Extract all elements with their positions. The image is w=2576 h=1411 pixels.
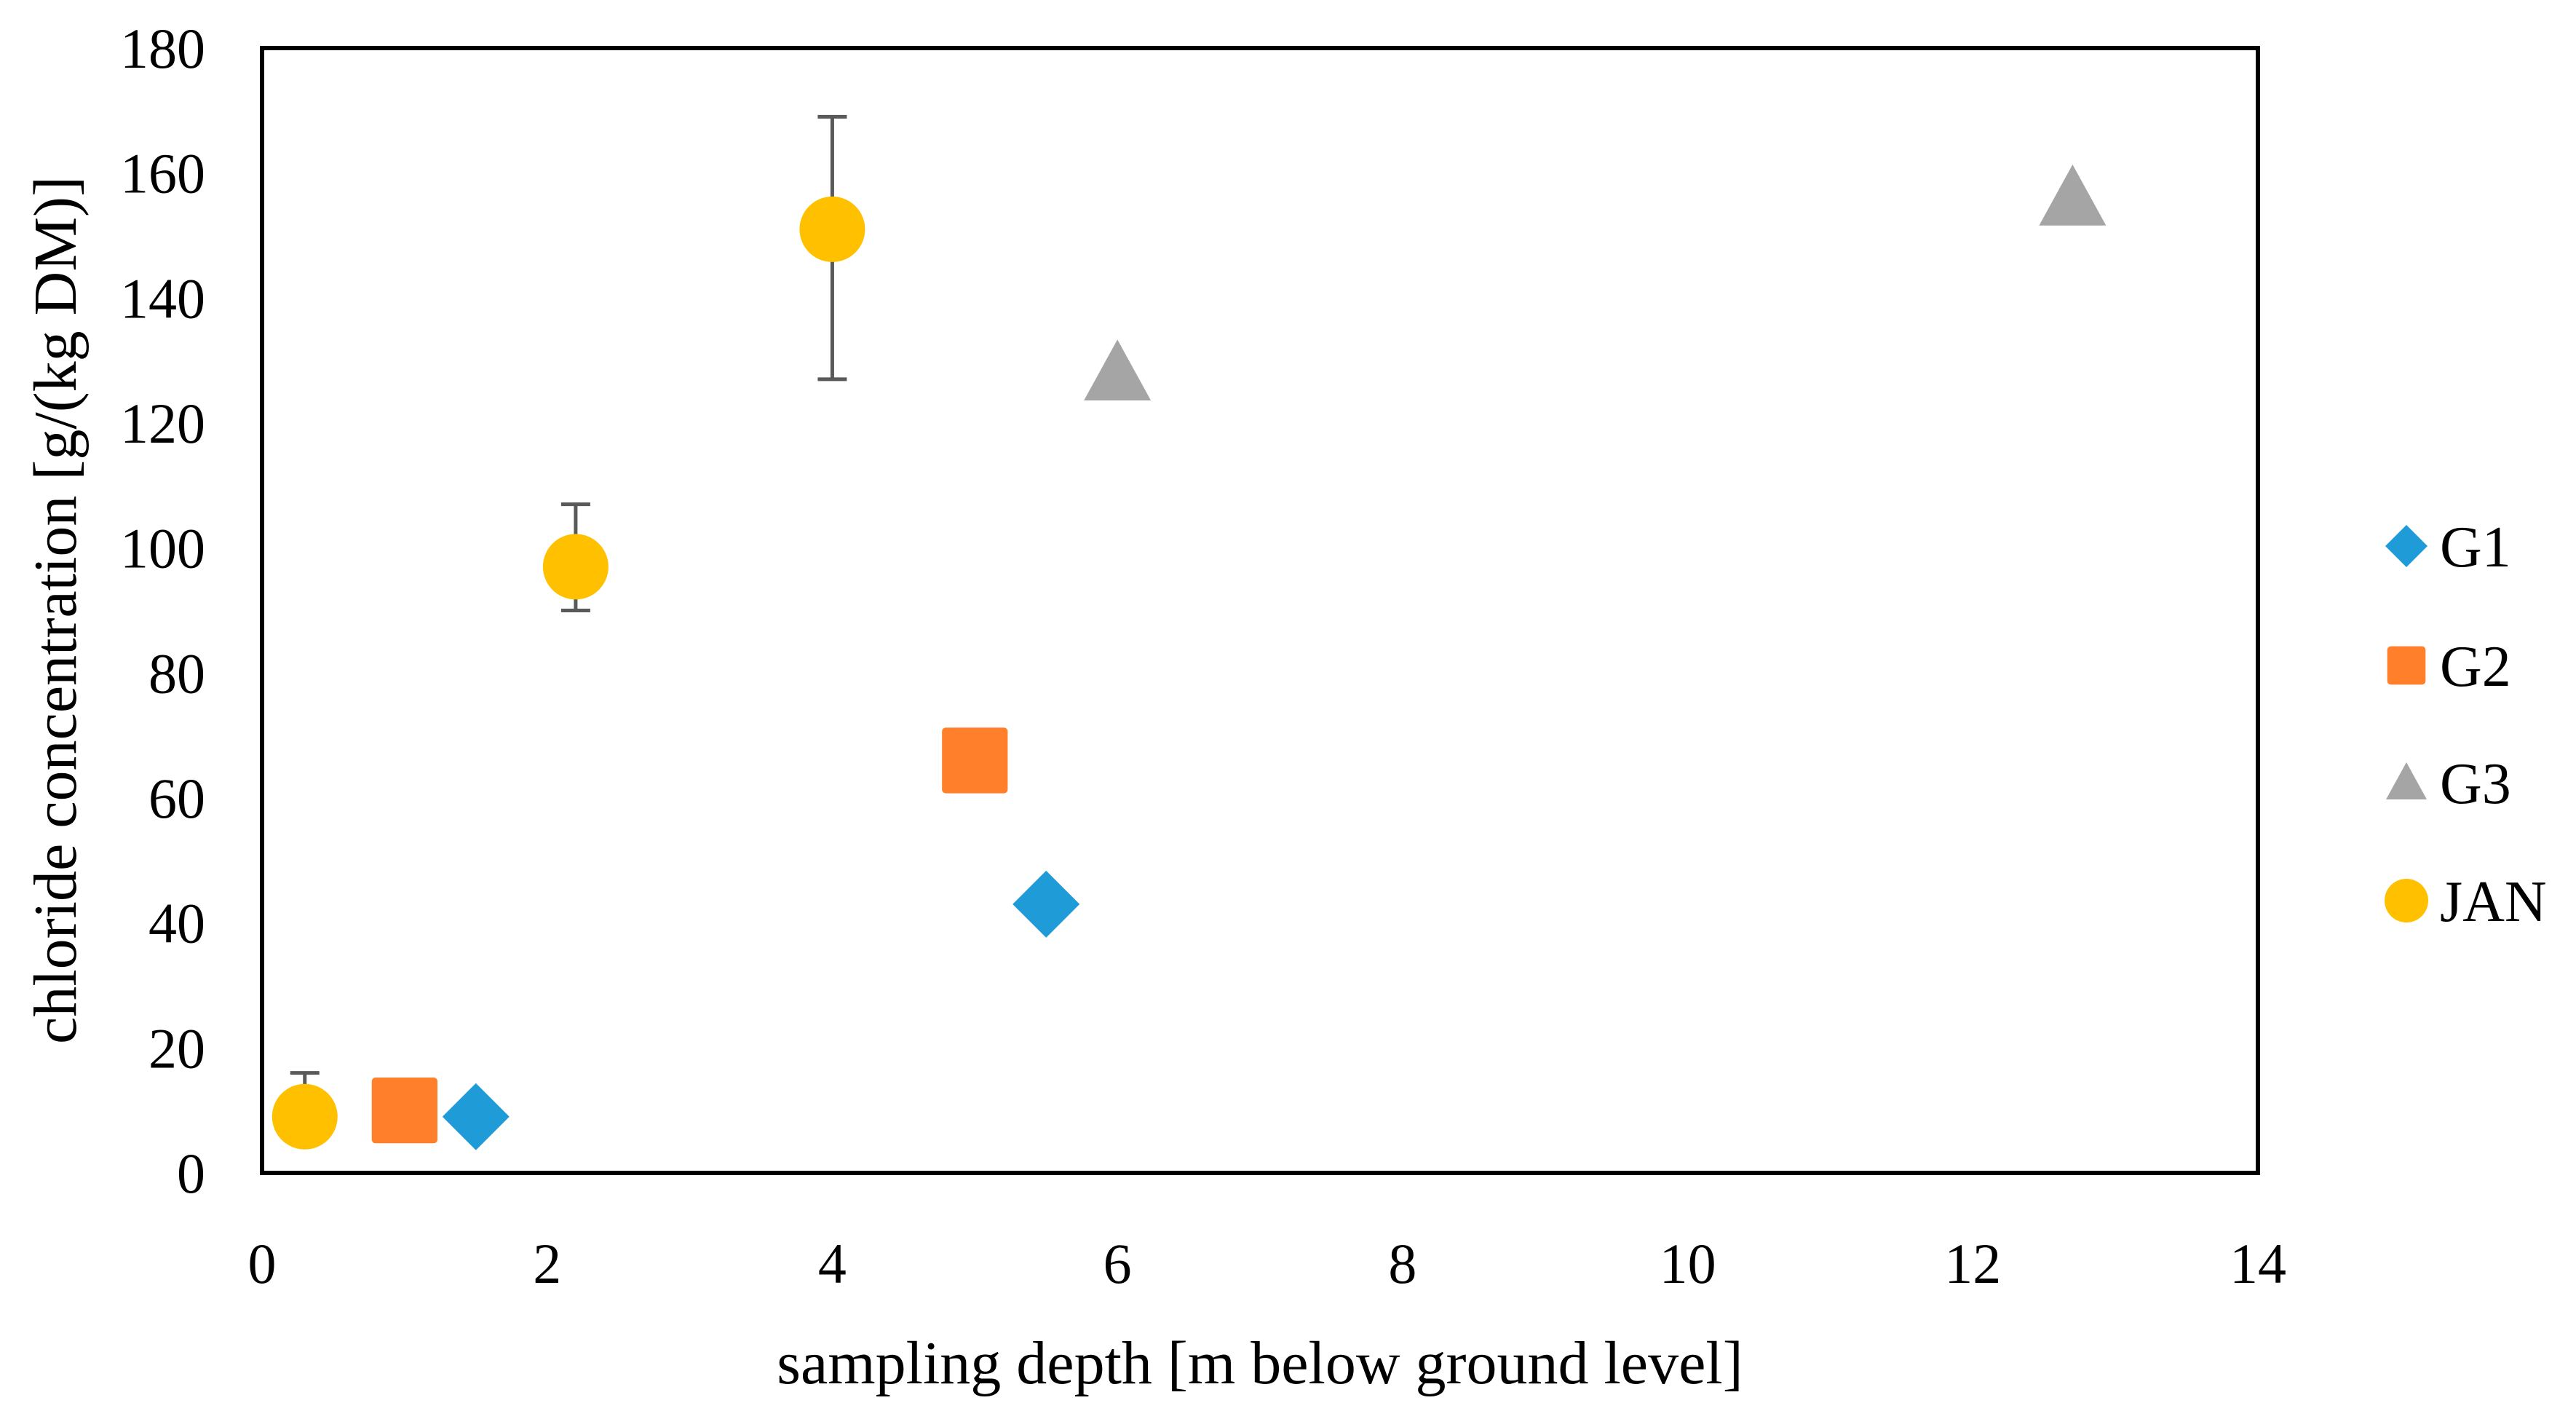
plot-area: [260, 46, 2260, 1175]
legend-label: G2: [2440, 635, 2511, 699]
legend-marker-g2: [2387, 646, 2426, 685]
data-point-g2: [371, 1078, 437, 1144]
data-point-jan: [799, 196, 865, 262]
y-axis-title: chloride concentration [g/(kg DM)]: [22, 176, 90, 1044]
data-point-jan: [272, 1083, 338, 1150]
x-tick-label: 0: [248, 1232, 277, 1295]
data-point-g3: [2039, 165, 2107, 226]
x-tick-label: 8: [1388, 1232, 1416, 1295]
data-points: [272, 165, 2107, 1150]
x-tick-label: 4: [818, 1232, 847, 1295]
y-tick-label: 180: [120, 17, 205, 80]
y-tick-label: 160: [120, 142, 205, 205]
data-point-g3: [1084, 339, 1152, 401]
legend-label: G3: [2440, 752, 2511, 816]
legend: G1 G2 G3 JAN: [2385, 515, 2547, 934]
y-tick-label: 60: [148, 767, 205, 830]
x-tick-label: 10: [1660, 1232, 1716, 1295]
data-point-g1: [442, 1083, 510, 1150]
y-tick-label: 140: [120, 266, 205, 330]
x-tick-label: 6: [1103, 1232, 1132, 1295]
y-tick-label: 120: [120, 392, 205, 455]
x-axis-ticks: 0 2 4 6 8 10 12 14: [248, 1232, 2287, 1295]
data-point-g1: [1012, 870, 1080, 938]
data-point-g2: [942, 727, 1008, 794]
legend-marker-jan: [2385, 879, 2428, 922]
y-tick-label: 20: [148, 1016, 205, 1080]
y-tick-label: 100: [120, 517, 205, 580]
x-tick-label: 14: [2230, 1232, 2286, 1295]
x-tick-label: 12: [1944, 1232, 2001, 1295]
x-axis-title: sampling depth [m below ground level]: [777, 1329, 1743, 1397]
legend-marker-g1: [2385, 525, 2428, 567]
legend-marker-g3: [2386, 762, 2427, 799]
y-tick-label: 40: [148, 892, 205, 955]
y-tick-label: 80: [148, 641, 205, 705]
x-tick-label: 2: [533, 1232, 561, 1295]
legend-label: JAN: [2440, 870, 2547, 934]
data-point-jan: [542, 534, 609, 600]
legend-label: G1: [2440, 515, 2511, 580]
y-tick-label: 0: [177, 1142, 205, 1205]
y-axis-ticks: 0 20 40 60 80 100 120 140 160 180: [120, 17, 205, 1205]
